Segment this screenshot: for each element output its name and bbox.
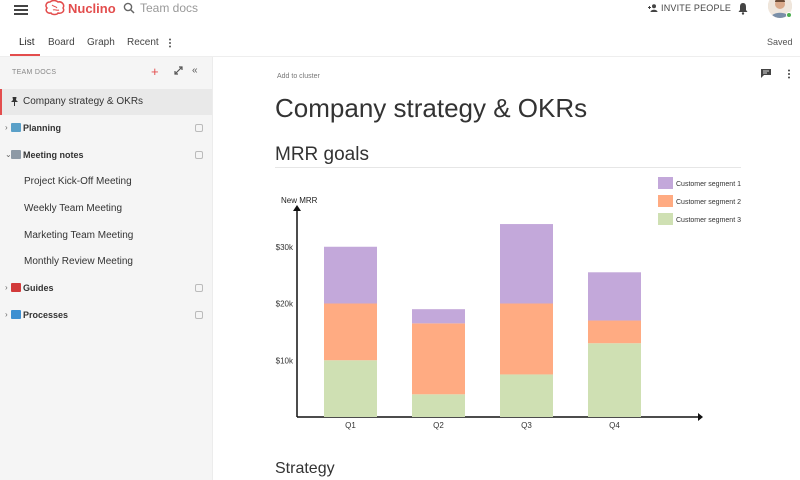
sidebar-item-label: Planning xyxy=(23,123,61,133)
more-tabs-icon[interactable] xyxy=(168,38,172,48)
collapse-sidebar-icon[interactable]: « xyxy=(192,65,198,76)
chevron-right-icon[interactable]: › xyxy=(5,283,8,292)
bar-segment xyxy=(500,374,553,417)
y-tick-label: $10k xyxy=(276,356,294,365)
map-emoji-icon xyxy=(11,123,21,132)
legend-label: Customer segment 3 xyxy=(676,217,741,224)
sidebar-item-label: Monthly Review Meeting xyxy=(24,256,133,267)
sidebar-item-label: Weekly Team Meeting xyxy=(24,203,123,214)
add-item-icon[interactable]: + xyxy=(151,64,159,79)
cycle-emoji-icon xyxy=(11,310,21,319)
notepad-emoji-icon xyxy=(11,150,21,159)
comment-icon[interactable] xyxy=(761,69,771,78)
legend-swatch xyxy=(658,195,673,207)
y-tick-label: $20k xyxy=(276,300,294,309)
top-bar: Nuclino Team docs INVITE PEOPLE xyxy=(0,0,800,28)
bell-icon[interactable] xyxy=(737,2,749,15)
view-tabs: List Board Graph Recent Saved xyxy=(0,28,800,57)
sidebar-item-guides[interactable]: › Guides xyxy=(0,276,212,302)
x-tick-label: Q3 xyxy=(521,421,532,430)
bar-segment xyxy=(412,394,465,417)
add-to-cluster-link[interactable]: Add to cluster xyxy=(277,73,320,80)
sidebar-item-label: Meeting notes xyxy=(23,150,84,160)
chevron-down-icon[interactable]: ⌄ xyxy=(5,150,12,159)
bar-segment xyxy=(588,272,641,321)
sidebar-item-weekly-team[interactable]: Weekly Team Meeting xyxy=(0,196,212,222)
legend-label: Customer segment 2 xyxy=(676,199,741,206)
item-options-icon[interactable] xyxy=(195,311,203,319)
y-axis-arrow xyxy=(293,205,301,211)
sidebar-item-planning[interactable]: › Planning xyxy=(0,116,212,142)
sidebar-item-monthly-review[interactable]: Monthly Review Meeting xyxy=(0,249,212,275)
sidebar-item-label: Guides xyxy=(23,283,54,293)
brand-name[interactable]: Nuclino xyxy=(68,1,116,16)
bar-segment xyxy=(324,246,377,304)
book-emoji-icon xyxy=(11,283,21,292)
sidebar-item-processes[interactable]: › Processes xyxy=(0,303,212,329)
item-options-icon[interactable] xyxy=(195,284,203,292)
sidebar-item-company-strategy[interactable]: Company strategy & OKRs xyxy=(0,89,212,115)
save-status: Saved xyxy=(767,37,793,47)
sidebar-item-label: Project Kick-Off Meeting xyxy=(24,176,132,187)
bar-segment xyxy=(500,224,553,304)
active-tab-indicator xyxy=(10,54,40,56)
sidebar-item-marketing-team[interactable]: Marketing Team Meeting xyxy=(0,223,212,249)
pin-icon xyxy=(11,97,18,106)
tab-graph[interactable]: Graph xyxy=(87,37,115,48)
y-tick-label: $30k xyxy=(276,243,294,252)
page-title: Company strategy & OKRs xyxy=(275,93,588,123)
sidebar: TEAM DOCS + « Company strategy & OKRs › … xyxy=(0,57,213,480)
y-axis-label: New MRR xyxy=(281,196,318,205)
bar-segment xyxy=(412,323,465,395)
legend-swatch xyxy=(658,177,673,189)
legend-swatch xyxy=(658,213,673,225)
search-input[interactable]: Team docs xyxy=(140,1,199,15)
invite-people-label: INVITE PEOPLE xyxy=(661,3,732,13)
tab-recent[interactable]: Recent xyxy=(127,37,159,48)
mrr-stacked-bar-chart: New MRR $10k $20k $30k Q1 Q2 Q3 Q4 Customer segm… xyxy=(276,177,741,430)
online-status-dot xyxy=(786,12,792,18)
bar-segment xyxy=(500,303,553,375)
brain-logo-icon xyxy=(45,0,65,16)
sidebar-title: TEAM DOCS xyxy=(12,69,57,76)
invite-people-button[interactable]: INVITE PEOPLE xyxy=(648,3,731,13)
chevron-right-icon[interactable]: › xyxy=(5,310,8,319)
x-tick-label: Q1 xyxy=(345,421,356,430)
x-axis-arrow xyxy=(698,413,703,421)
hamburger-menu-icon[interactable] xyxy=(14,3,28,17)
add-person-icon xyxy=(648,4,658,12)
more-options-icon[interactable] xyxy=(787,69,791,79)
item-options-icon[interactable] xyxy=(195,151,203,159)
section-heading-strategy: Strategy xyxy=(275,460,335,477)
sidebar-item-label: Marketing Team Meeting xyxy=(24,230,134,241)
heading-divider xyxy=(275,167,741,168)
bar-segment xyxy=(324,360,377,417)
tab-board[interactable]: Board xyxy=(48,37,75,48)
bar-segment xyxy=(412,309,465,324)
expand-all-icon[interactable] xyxy=(174,66,183,75)
bar-segment xyxy=(588,320,641,344)
bar-segment xyxy=(588,343,641,417)
section-heading-mrr-goals: MRR goals xyxy=(275,144,369,165)
sidebar-item-meeting-notes[interactable]: ⌄ Meeting notes xyxy=(0,143,212,169)
sidebar-item-label: Company strategy & OKRs xyxy=(23,96,144,107)
x-tick-label: Q4 xyxy=(609,421,620,430)
chevron-right-icon[interactable]: › xyxy=(5,123,8,132)
search-icon[interactable] xyxy=(123,2,135,14)
sidebar-item-project-kickoff[interactable]: Project Kick-Off Meeting xyxy=(0,169,212,195)
bar-segment xyxy=(324,303,377,361)
x-tick-label: Q2 xyxy=(433,421,444,430)
sidebar-item-label: Processes xyxy=(23,310,69,320)
item-options-icon[interactable] xyxy=(195,124,203,132)
tab-list[interactable]: List xyxy=(19,37,35,48)
legend-label: Customer segment 1 xyxy=(676,181,741,188)
